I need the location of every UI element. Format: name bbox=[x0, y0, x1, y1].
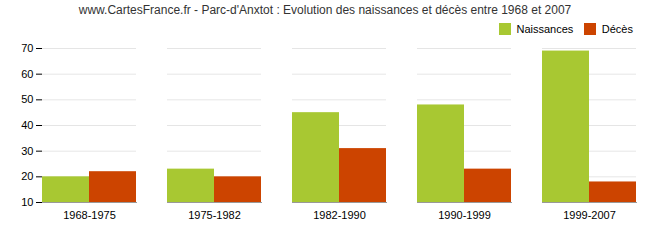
svg-text:1990-1999: 1990-1999 bbox=[438, 209, 491, 221]
html-text:www.CartesFrance.fr - Parc-d'A: www.CartesFrance.fr - Parc-d'Anxtot : Ev… bbox=[78, 3, 572, 17]
svg-text:1999-2007: 1999-2007 bbox=[563, 209, 616, 221]
svg-text:1975-1982: 1975-1982 bbox=[188, 209, 241, 221]
html-text:Décès: Décès bbox=[601, 23, 633, 35]
svg-text:30: 30 bbox=[21, 145, 33, 157]
html-text:Naissances: Naissances bbox=[516, 23, 574, 35]
svg-text:20: 20 bbox=[21, 170, 33, 182]
svg-text:1968-1975: 1968-1975 bbox=[63, 209, 116, 221]
svg-text:10: 10 bbox=[21, 196, 33, 208]
svg-text:1982-1990: 1982-1990 bbox=[313, 209, 366, 221]
svg-text:60: 60 bbox=[21, 68, 33, 80]
svg-text:40: 40 bbox=[21, 119, 33, 131]
svg-text:50: 50 bbox=[21, 93, 33, 105]
svg-text:70: 70 bbox=[21, 42, 33, 54]
